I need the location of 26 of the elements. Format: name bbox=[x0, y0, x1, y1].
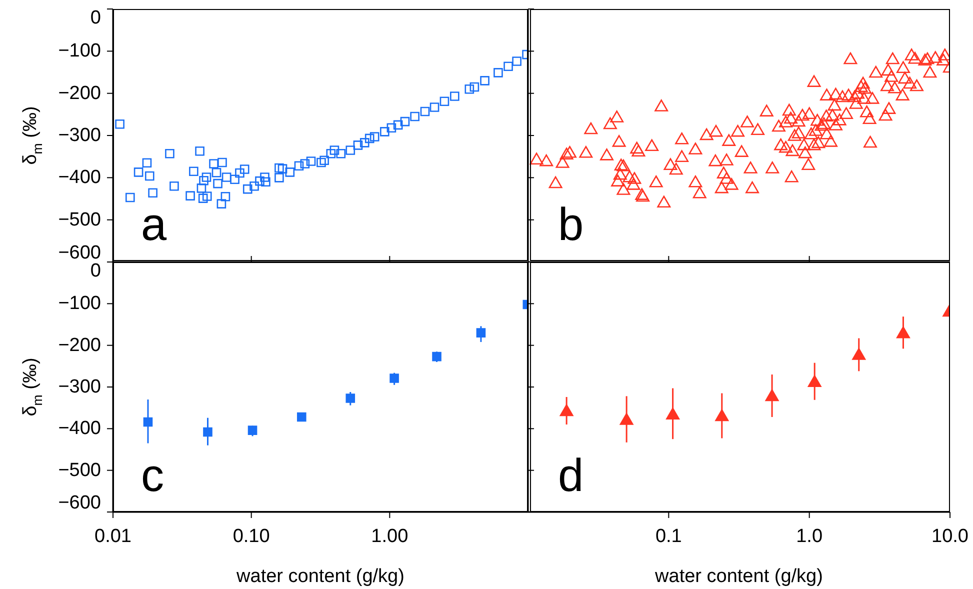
y-tick-label: −400 bbox=[58, 418, 101, 440]
x-axis-title: water content (g/kg) bbox=[654, 566, 823, 587]
y-tick-label: −300 bbox=[58, 376, 101, 398]
y-tick-label: −600 bbox=[58, 242, 101, 264]
y-tick-label: 0 bbox=[90, 260, 101, 282]
annotation: d bbox=[558, 449, 584, 501]
y-tick-label: 0 bbox=[90, 8, 101, 28]
annotation: a bbox=[141, 198, 167, 250]
x-tick-label: 1.0 bbox=[796, 526, 823, 547]
y-tick-label: −500 bbox=[58, 209, 101, 230]
y-tick-label: −200 bbox=[58, 334, 101, 356]
x-tick-label: 10.0 bbox=[932, 526, 968, 547]
y-tick-label: −100 bbox=[58, 293, 101, 314]
y-tick-label: −300 bbox=[58, 125, 101, 146]
y-tick-label: −600 bbox=[58, 492, 101, 514]
x-axis-title: water content (g/kg) bbox=[236, 566, 404, 587]
y-tick-label: −400 bbox=[58, 167, 101, 188]
x-tick-label: 0.10 bbox=[232, 526, 270, 547]
annotation: c bbox=[141, 449, 164, 501]
x-tick-label: 0.01 bbox=[94, 526, 132, 547]
annotation: b bbox=[558, 198, 584, 250]
x-tick-label: 0.1 bbox=[655, 526, 682, 547]
x-tick-label: 1.00 bbox=[371, 526, 408, 547]
y-tick-label: −500 bbox=[58, 460, 101, 481]
y-tick-label: −100 bbox=[58, 40, 101, 62]
y-tick-label: −200 bbox=[58, 82, 101, 104]
